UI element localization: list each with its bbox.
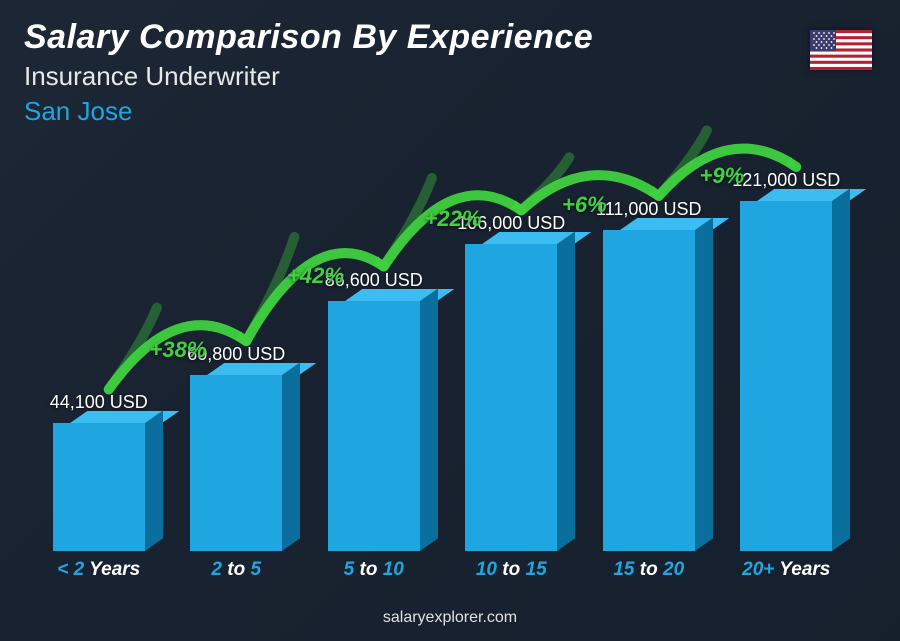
growth-label-2: +22%	[425, 206, 482, 232]
x-label-2: 5 to 10	[305, 559, 443, 581]
growth-label-1: +42%	[287, 263, 344, 289]
bar-shape	[328, 301, 420, 551]
bar-shape	[740, 201, 832, 551]
footer-attribution: salaryexplorer.com	[0, 609, 900, 627]
bar-5: 121,000 USD	[718, 170, 856, 551]
location: San Jose	[24, 96, 593, 127]
bar-value-label: 44,100 USD	[50, 392, 148, 413]
x-label-5: 20+ Years	[718, 559, 856, 581]
x-axis-labels: < 2 Years2 to 55 to 1010 to 1515 to 2020…	[30, 559, 855, 581]
bar-4: 111,000 USD	[580, 199, 718, 551]
bar-value-label: 121,000 USD	[732, 170, 840, 191]
bar-0: 44,100 USD	[30, 392, 168, 551]
x-label-1: 2 to 5	[168, 559, 306, 581]
subtitle: Insurance Underwriter	[24, 61, 593, 92]
x-label-3: 10 to 15	[443, 559, 581, 581]
bar-3: 106,000 USD	[443, 213, 581, 551]
bar-shape	[190, 375, 282, 551]
page-title: Salary Comparison By Experience	[24, 18, 593, 57]
bar-1: 60,800 USD	[168, 344, 306, 551]
bar-shape	[53, 423, 145, 551]
growth-label-0: +38%	[150, 337, 207, 363]
header: Salary Comparison By Experience Insuranc…	[24, 18, 593, 127]
x-label-4: 15 to 20	[580, 559, 718, 581]
x-label-0: < 2 Years	[30, 559, 168, 581]
bar-shape	[603, 230, 695, 551]
bar-value-label: 111,000 USD	[596, 199, 701, 220]
growth-label-3: +6%	[562, 192, 607, 218]
salary-chart: 44,100 USD 60,800 USD86,600 USD106,000 US…	[30, 150, 855, 581]
bar-2: 86,600 USD	[305, 270, 443, 551]
growth-label-4: +9%	[700, 163, 745, 189]
us-flag-icon	[810, 30, 872, 70]
bar-shape	[465, 244, 557, 551]
